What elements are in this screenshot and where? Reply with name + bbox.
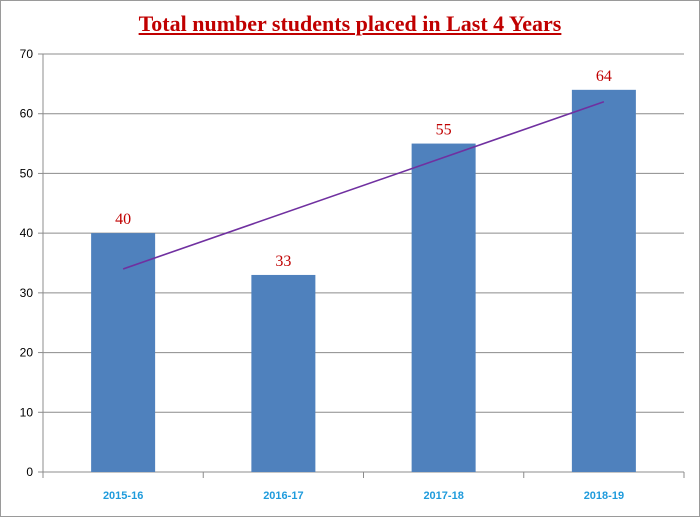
x-tick-label: 2015-16 xyxy=(103,490,143,502)
x-tick-label: 2018-19 xyxy=(584,490,624,502)
data-label: 33 xyxy=(275,253,291,270)
bar xyxy=(91,233,156,472)
bar xyxy=(571,89,636,472)
y-tick-label: 20 xyxy=(20,346,34,360)
y-tick-label: 30 xyxy=(20,286,34,300)
data-label: 64 xyxy=(596,68,612,85)
y-tick-label: 10 xyxy=(20,405,34,419)
y-tick-label: 60 xyxy=(20,107,34,121)
trendline xyxy=(122,101,605,270)
y-tick-label: 40 xyxy=(20,226,34,240)
data-label: 40 xyxy=(115,211,131,228)
y-tick-label: 0 xyxy=(26,465,33,479)
chart-title: Total number students placed in Last 4 Y… xyxy=(138,11,562,36)
x-tick-label: 2017-18 xyxy=(423,490,463,502)
x-tick-label: 2016-17 xyxy=(263,490,303,502)
bar xyxy=(251,274,316,472)
y-tick-label: 70 xyxy=(20,47,34,61)
data-label: 55 xyxy=(436,122,452,139)
bar xyxy=(411,143,476,473)
y-tick-label: 50 xyxy=(20,166,34,180)
